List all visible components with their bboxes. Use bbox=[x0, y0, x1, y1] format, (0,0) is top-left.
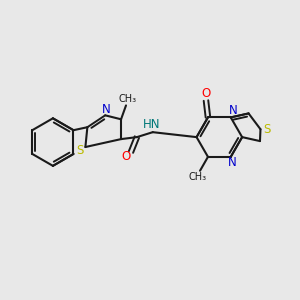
Text: S: S bbox=[264, 123, 271, 136]
Text: N: N bbox=[102, 103, 111, 116]
Text: N: N bbox=[228, 156, 237, 169]
Text: HN: HN bbox=[143, 118, 160, 131]
Text: O: O bbox=[122, 150, 130, 164]
Text: O: O bbox=[201, 87, 211, 100]
Text: S: S bbox=[77, 143, 84, 157]
Text: N: N bbox=[229, 104, 238, 117]
Text: CH₃: CH₃ bbox=[119, 94, 137, 104]
Text: CH₃: CH₃ bbox=[189, 172, 207, 182]
